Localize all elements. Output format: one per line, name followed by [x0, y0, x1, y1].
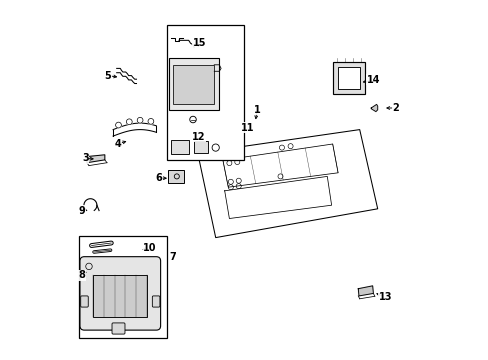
Text: 9: 9 — [78, 206, 85, 216]
Bar — [173, 65, 213, 104]
Text: 11: 11 — [241, 123, 254, 133]
FancyBboxPatch shape — [152, 296, 160, 307]
Text: 1: 1 — [253, 105, 260, 115]
Bar — [93, 275, 146, 317]
Text: 4: 4 — [114, 139, 121, 149]
Polygon shape — [87, 155, 104, 163]
Text: 12: 12 — [191, 132, 205, 142]
Text: 5: 5 — [104, 71, 111, 81]
Bar — [170, 140, 188, 154]
Text: 13: 13 — [378, 292, 391, 302]
Text: 10: 10 — [143, 243, 157, 253]
Bar — [194, 141, 208, 153]
Bar — [79, 236, 167, 338]
Text: 7: 7 — [169, 252, 176, 262]
Circle shape — [115, 122, 121, 128]
Circle shape — [137, 117, 142, 123]
Text: 3: 3 — [82, 153, 89, 163]
Text: 14: 14 — [366, 75, 379, 85]
Circle shape — [126, 119, 132, 125]
Text: 8: 8 — [78, 270, 85, 280]
Bar — [167, 25, 244, 160]
Bar — [337, 67, 360, 89]
FancyBboxPatch shape — [168, 170, 183, 183]
Text: 15: 15 — [192, 38, 206, 48]
FancyBboxPatch shape — [112, 323, 125, 334]
FancyBboxPatch shape — [168, 58, 219, 110]
Bar — [332, 62, 365, 94]
FancyBboxPatch shape — [81, 296, 88, 307]
Polygon shape — [370, 104, 377, 112]
Text: 2: 2 — [391, 103, 398, 113]
FancyBboxPatch shape — [80, 257, 160, 330]
Circle shape — [148, 118, 153, 124]
Text: 6: 6 — [155, 173, 162, 183]
Polygon shape — [358, 286, 373, 296]
